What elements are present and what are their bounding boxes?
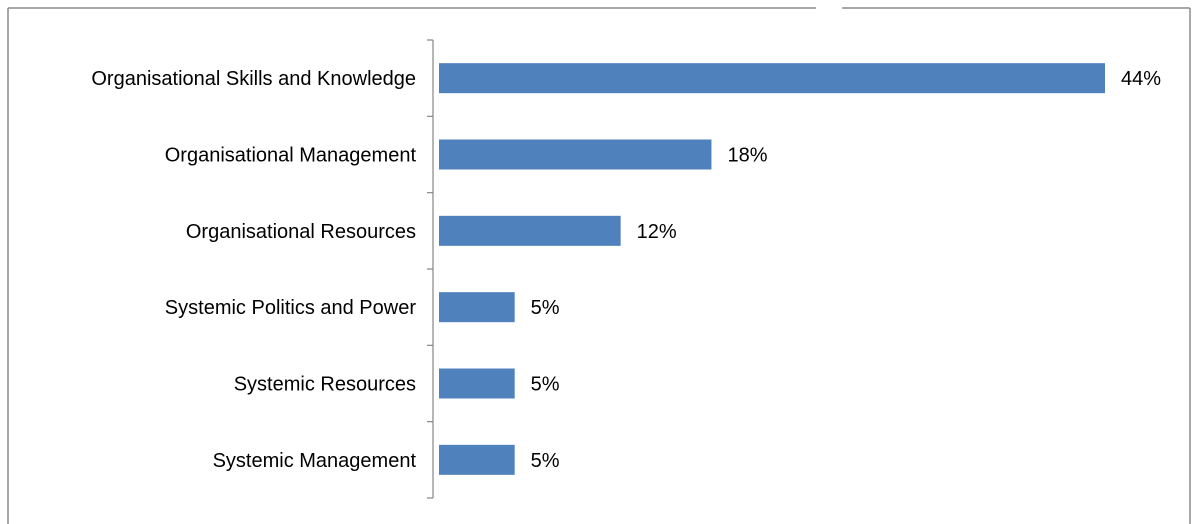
bar <box>439 368 515 399</box>
data-label: 5% <box>531 297 560 319</box>
data-label: 5% <box>531 450 560 472</box>
category-label: Systemic Management <box>213 450 417 472</box>
category-label: Organisational Skills and Knowledge <box>91 68 416 90</box>
category-label: Organisational Management <box>165 145 417 167</box>
category-label: Organisational Resources <box>186 221 416 243</box>
data-label: 18% <box>727 145 767 167</box>
bar <box>439 292 515 323</box>
bar <box>439 139 712 170</box>
plot-area: Organisational Skills and Knowledge 44% Or… <box>91 39 1161 499</box>
bar <box>439 444 515 475</box>
data-label: 44% <box>1121 68 1161 90</box>
data-label: 12% <box>637 221 677 243</box>
category-label: Systemic Resources <box>234 374 416 396</box>
bar <box>439 63 1105 94</box>
bar <box>439 215 621 246</box>
category-label: Systemic Politics and Power <box>165 297 417 319</box>
data-label: 5% <box>531 374 560 396</box>
